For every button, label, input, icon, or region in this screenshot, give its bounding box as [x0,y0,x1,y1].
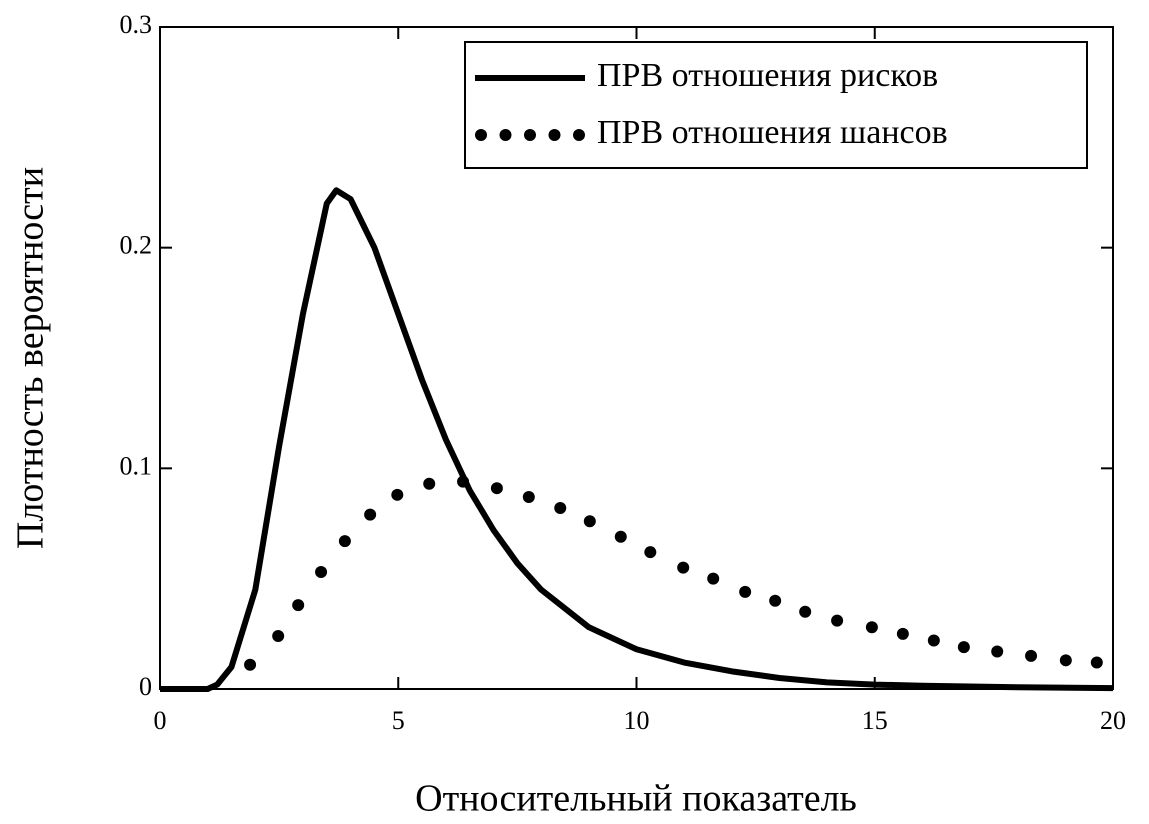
data-dot [490,482,503,495]
x-tick-label: 15 [862,706,888,735]
data-dot [1025,649,1038,662]
data-dot [739,585,752,598]
y-tick-label: 0 [139,672,152,701]
data-dot [991,645,1004,658]
data-dot [244,658,257,671]
data-dot [896,627,909,640]
x-tick-label: 5 [392,706,405,735]
data-dot [423,477,436,490]
x-tick-label: 10 [624,706,650,735]
data-dot [457,475,470,488]
legend-symbol [548,129,561,141]
data-dot [799,605,812,618]
data-dot [364,508,377,521]
data-dot [831,614,844,627]
data-dot [315,566,328,579]
data-dot [644,546,657,559]
data-dot [272,630,285,643]
legend-symbol [573,129,585,141]
data-dot [522,491,535,504]
data-dot [677,561,690,574]
data-dot [865,621,878,634]
data-dot [1059,654,1072,667]
data-dot [391,488,404,501]
legend-label: ПРВ отношения шансов [597,114,948,151]
data-dot [957,641,970,654]
y-tick-label: 0.3 [120,10,153,39]
legend-symbol [499,129,512,141]
legend-label: ПРВ отношения рисков [597,57,938,94]
legend-symbol [524,129,536,141]
legend-symbol [475,129,487,141]
data-line [160,187,1114,692]
data-dot [338,535,351,548]
data-dot [707,572,720,585]
data-dot [614,530,627,543]
data-dot [769,594,782,607]
y-tick-label: 0.1 [120,451,153,480]
data-dot [1090,656,1103,669]
x-axis-label: Относительный показатель [415,778,857,820]
data-dot [292,599,305,612]
y-tick-label: 0.2 [120,231,153,260]
data-dot [583,515,596,528]
y-axis-label: Плотность вероятности [10,167,52,549]
x-tick-label: 20 [1100,706,1126,735]
x-tick-label: 0 [154,706,167,735]
legend-box [464,41,1088,169]
data-dot [927,634,940,647]
data-dot [554,502,567,515]
